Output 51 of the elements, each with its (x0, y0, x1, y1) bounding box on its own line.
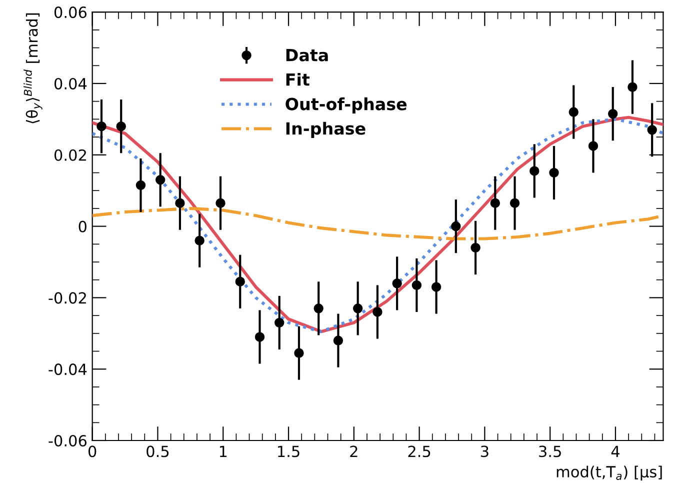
x-tick-label: 4 (611, 446, 620, 457)
point (194, 236, 204, 246)
point (530, 166, 540, 176)
point (549, 168, 559, 178)
y-tick-label: 0 (78, 220, 86, 232)
y-tick-label: -0.06 (48, 434, 87, 447)
legend-label: In-phase (286, 122, 366, 138)
y-tick-label: 0.02 (54, 149, 86, 161)
x-tick-label: 2 (350, 446, 358, 457)
x-tick-label: 3 (481, 446, 488, 458)
point (412, 280, 422, 290)
point (372, 307, 382, 317)
y-tick-label: 0.06 (54, 6, 87, 18)
y-tick-label: -0.02 (48, 292, 86, 304)
legend-label: Data (286, 49, 328, 62)
x-tick-label: 0 (88, 446, 96, 458)
x-tick-label: 1 (220, 446, 227, 457)
point (608, 108, 618, 119)
x-tick-label: 1.5 (278, 446, 300, 458)
point (490, 198, 500, 208)
x-tick-label: 3.5 (539, 446, 561, 458)
point (96, 121, 106, 132)
point (431, 282, 442, 292)
point (352, 304, 363, 314)
point (568, 107, 578, 117)
y-tick-label: -0.04 (48, 364, 87, 376)
point (274, 318, 284, 328)
legend-label: Out-of-phase (286, 97, 407, 114)
point (254, 332, 265, 342)
point (314, 304, 324, 314)
x-tick-label: 0.5 (146, 446, 169, 458)
point (451, 221, 461, 232)
point (333, 336, 344, 346)
point (392, 278, 402, 288)
point (116, 121, 126, 132)
x-tick-label: 2.5 (408, 446, 430, 458)
y-tick-label: 0.04 (54, 78, 87, 90)
point (216, 198, 226, 208)
point (155, 175, 166, 185)
point (510, 198, 520, 208)
point (470, 242, 480, 253)
legend-label: Fit (286, 72, 310, 86)
point (136, 180, 146, 190)
point (235, 276, 245, 286)
point (294, 348, 304, 358)
x-axis-title: mod(t,T$_{a}$) [μs] (556, 466, 662, 480)
point (175, 198, 185, 208)
y-axis-title: ⟨θ$_{y}$⟩$^{Blind}$ [mrad] (24, 13, 42, 124)
point (628, 82, 638, 92)
point (588, 141, 598, 151)
point (647, 125, 657, 135)
